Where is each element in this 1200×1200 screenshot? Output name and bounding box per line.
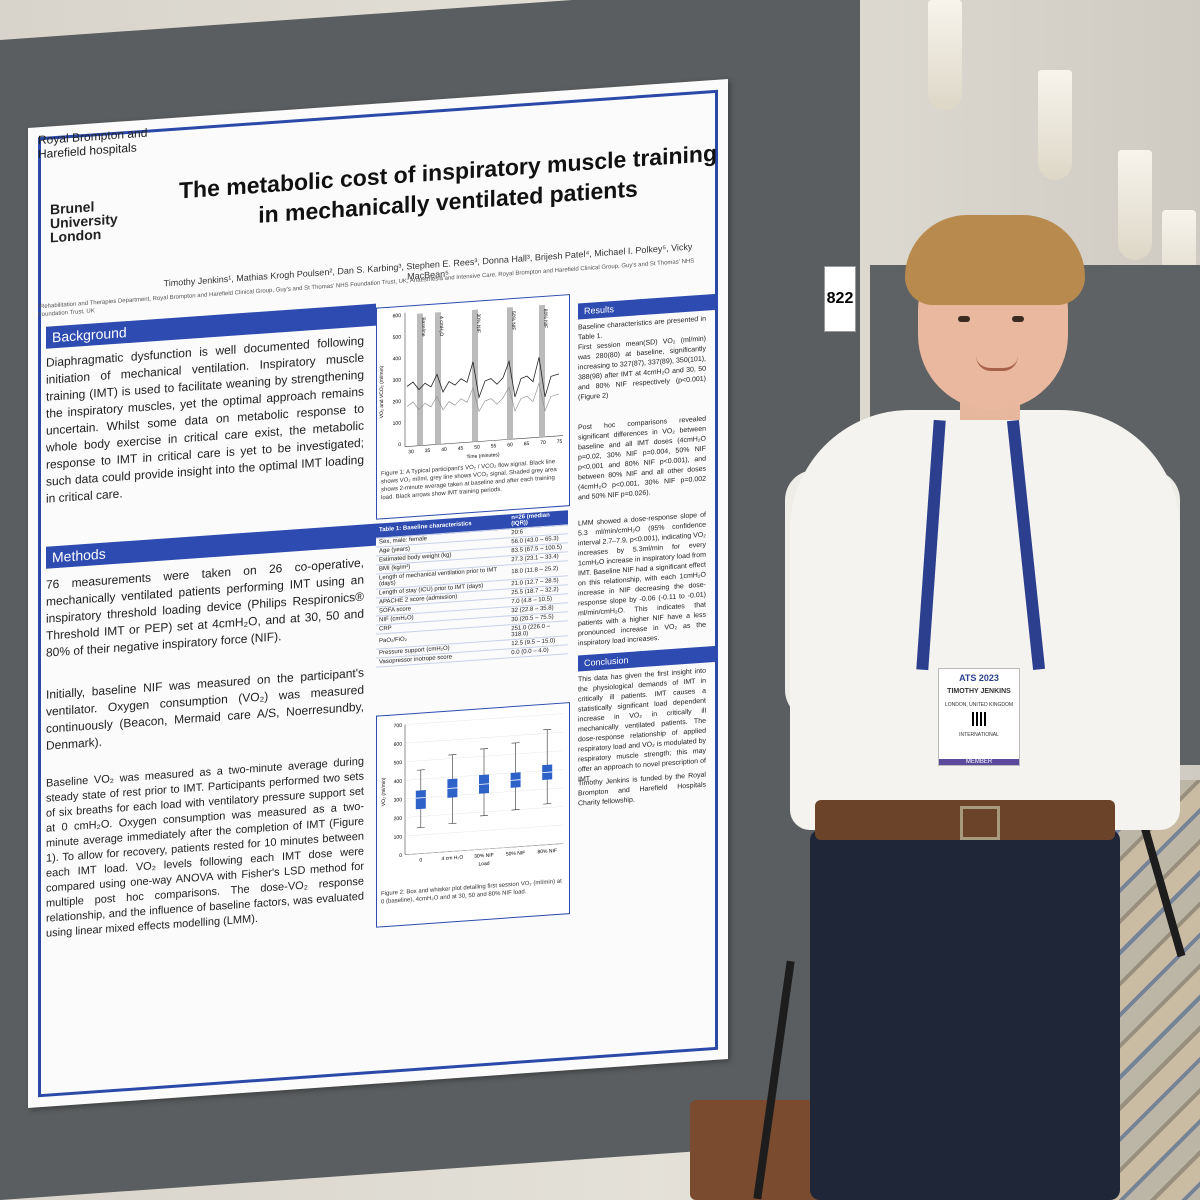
badge-location: LONDON, UNITED KINGDOM	[944, 702, 1014, 708]
figure-2-y-tick: 100	[394, 834, 403, 841]
figure-1-y-tick: 200	[393, 399, 402, 406]
figure-2-y-tick: 300	[394, 797, 403, 804]
figure-1-x-tick: 70	[540, 440, 546, 446]
badge-type: INTERNATIONAL	[959, 732, 999, 738]
booth-number: 822	[824, 266, 856, 332]
figure-1-marker-label: 4 cmH₂O	[438, 316, 444, 337]
figure-2-x-tick: 4 cm H₂O	[442, 855, 464, 863]
figure-2-gridline	[405, 713, 563, 725]
figure-1: Baseline 4 cmH₂O 30% NIF 50% NIF 80% NIF 600 5…	[376, 294, 570, 520]
box-whisker-cap	[448, 754, 457, 756]
figure-1-marker-label: Baseline	[420, 317, 426, 337]
box-whisker-cap	[543, 803, 552, 805]
figure-1-x-tick: 55	[491, 443, 497, 449]
figure-1-y-tick: 500	[393, 334, 402, 341]
badge-event: ATS 2023	[959, 673, 999, 683]
figure-1-x-tick: 40	[441, 447, 447, 453]
figure-1-x-tick: 65	[524, 441, 530, 447]
figure-2-x-tick: 50% NIF	[506, 850, 525, 857]
figure-2-gridline	[405, 824, 563, 837]
figure-1-y-tick: 400	[393, 356, 402, 363]
eye	[958, 316, 970, 322]
baseline-table: Table 1: Baseline characteristics n=26 (…	[376, 510, 568, 668]
belt-buckle	[960, 806, 1000, 840]
wall-lamp	[928, 0, 962, 110]
wall-lamp	[1038, 70, 1072, 180]
figure-2-y-tick: 500	[394, 760, 403, 767]
box-median	[415, 797, 426, 799]
figure-1-y-label: VO₂ and VCO₂ (ml/min)	[379, 365, 385, 418]
results-text-3: Post hoc comparisons revealed significan…	[578, 415, 706, 502]
box-median	[479, 783, 489, 785]
figure-2-gridline	[405, 843, 563, 855]
figure-1-x-tick: 30	[408, 449, 414, 455]
box-median	[447, 787, 458, 789]
methods-text-3: Baseline VO₂ was measured as a two-minut…	[46, 755, 364, 940]
box-iqr	[415, 790, 426, 810]
trousers	[810, 830, 1120, 1200]
eye	[1012, 316, 1024, 322]
wall-lamp	[1118, 150, 1152, 260]
curly-hair	[905, 215, 1085, 305]
figure-2-x-tick: 30% NIF	[474, 852, 493, 859]
research-poster: Royal Brompton and Harefield hospitals B…	[28, 79, 728, 1108]
conference-badge: ATS 2023 TIMOTHY JENKINS LONDON, UNITED …	[938, 668, 1020, 766]
box-whisker-cap	[511, 809, 520, 811]
box-median	[510, 779, 521, 781]
badge-name: TIMOTHY JENKINS	[947, 688, 1011, 695]
smile	[976, 356, 1018, 371]
box-whisker-cap	[448, 822, 457, 825]
figure-2-gridline	[405, 731, 563, 744]
figure-1-y-tick: 100	[393, 420, 402, 427]
figure-2-y-tick: 400	[394, 779, 403, 786]
figure-1-x-tick: 75	[557, 439, 563, 445]
badge-member: MEMBER	[939, 759, 1019, 765]
figure-1-trace: Baseline 4 cmH₂O 30% NIF 50% NIF 80% NIF6005…	[379, 304, 563, 460]
figure-2-boxplot: 700 600 500 400 300 200 100 0 0 4 cm H₂O 30% NIF 50…	[381, 713, 563, 868]
box-whisker-cap	[543, 728, 552, 731]
figure-2-x-tick: 80% NIF	[537, 848, 556, 855]
conclusion-text: This data has given the first insight in…	[578, 667, 706, 784]
box-whisker-cap	[511, 742, 520, 744]
figure-1-x-label: Time (minutes)	[466, 452, 499, 460]
white-shirt	[790, 410, 1180, 830]
figure-1-marker-label: 50% NIF	[510, 311, 516, 331]
figure-2-y-tick: 0	[399, 853, 402, 859]
figure-1-x-tick: 50	[474, 444, 480, 450]
figure-1-x-tick: 45	[458, 446, 464, 452]
background-text: Diaphragmatic dysfunction is well docume…	[46, 333, 364, 506]
results-text-4: LMM showed a dose-response slope of 5.3 …	[578, 511, 706, 648]
figure-1-marker-label: 30% NIF	[475, 313, 481, 333]
figure-2: 700 600 500 400 300 200 100 0 0 4 cm H₂O 30% NIF 50…	[376, 702, 570, 928]
qr-code-icon	[972, 712, 986, 726]
figure-1-x-tick: 35	[425, 448, 431, 454]
figure-1-y-tick: 0	[398, 442, 401, 448]
box-whisker-cap	[416, 826, 425, 829]
figure-1-marker-label: 80% NIF	[542, 309, 548, 329]
figure-1-y-tick: 600	[393, 313, 402, 320]
box-whisker-cap	[480, 815, 488, 817]
figure-1-x-tick: 60	[507, 442, 513, 448]
figure-2-y-label: VO₂ (ml/min)	[381, 777, 387, 806]
figure-2-y-tick: 700	[394, 723, 403, 730]
box-median	[542, 771, 553, 774]
figure-2-y-tick: 200	[394, 816, 403, 823]
figure-2-x-tick: 0	[419, 857, 422, 863]
figure-2-x-label: Load	[478, 861, 489, 868]
box-whisker-cap	[416, 769, 425, 771]
brunel-logo: Brunel University London	[50, 198, 118, 246]
figure-1-y-tick: 300	[393, 377, 402, 384]
results-text-2: First session mean(SD) VO₂ (ml/min) was …	[578, 335, 706, 402]
box-whisker-cap	[480, 748, 488, 750]
figure-2-y-tick: 600	[394, 741, 403, 748]
